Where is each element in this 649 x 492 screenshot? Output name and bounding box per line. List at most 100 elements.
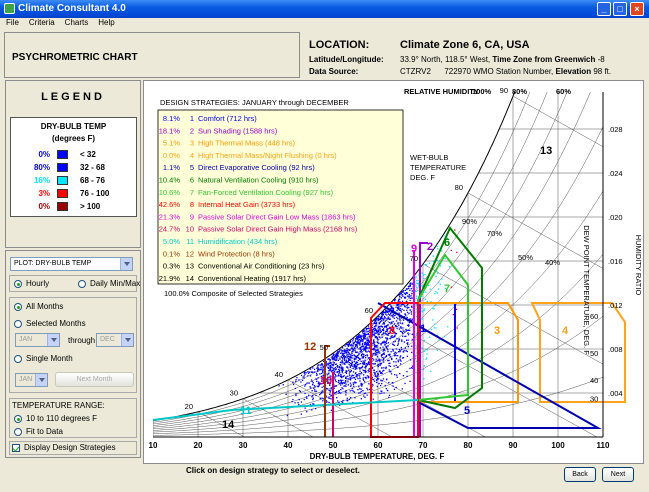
menu-item[interactable]: Charts <box>64 18 89 27</box>
strategy-row[interactable]: 10.6% 7 Fan-Forced Ventilation Cooling (92… <box>159 188 334 197</box>
hour-point <box>377 378 379 380</box>
hour-point <box>327 378 329 380</box>
hour-point <box>351 377 353 379</box>
hour-point <box>325 387 328 390</box>
selected-months-radio[interactable] <box>14 320 22 328</box>
hour-point <box>428 284 430 287</box>
hour-point <box>364 365 367 368</box>
all-months-radio[interactable] <box>14 303 22 311</box>
strategy-name: Wind Protection (8 hrs) <box>198 249 275 258</box>
hour-point <box>382 370 384 372</box>
hour-point <box>363 329 365 331</box>
hour-point <box>349 371 351 373</box>
to-month-dropdown[interactable]: DEC <box>96 333 134 347</box>
dp-axis-label: DEW POINT TEMPERATURE, DEG. F <box>582 225 591 355</box>
strategy-row[interactable]: 24.7% 10 Passive Solar Direct Gain High Ma… <box>159 225 358 234</box>
tz: -8 <box>597 55 605 64</box>
hour-point <box>386 329 388 331</box>
fit-radio[interactable] <box>14 428 22 436</box>
range-radio[interactable] <box>14 415 22 423</box>
hour-point <box>363 374 365 376</box>
strategy-pct: 0.0% <box>163 151 180 160</box>
strategy-row[interactable]: 5.1% 3 High Thermal Mass (448 hrs) <box>163 139 296 148</box>
hour-point <box>345 385 347 387</box>
strategy-row[interactable]: 0.3% 13 Conventional Air Conditioning (23 … <box>163 262 325 271</box>
maximize-button[interactable]: □ <box>613 2 627 16</box>
strategy-row[interactable]: 1.1% 5 Direct Evaporative Cooling (92 hrs) <box>163 163 315 172</box>
hour-point <box>352 338 354 340</box>
hour-point <box>404 313 406 315</box>
hour-point <box>409 283 411 285</box>
hour-point <box>373 352 375 354</box>
hour-point <box>399 358 401 360</box>
strategy-row[interactable]: 10.4% 6 Natural Ventilation Cooling (910 h… <box>159 176 319 185</box>
hour-point <box>380 363 383 365</box>
hour-point <box>349 376 351 379</box>
hour-point <box>404 335 406 338</box>
hour-point <box>456 327 458 329</box>
hour-point <box>362 348 364 350</box>
hour-point <box>401 291 403 293</box>
hour-point <box>318 382 320 384</box>
strategy-row[interactable]: 0.0% 4 High Thermal Mass/Night Flushing (0… <box>163 151 337 160</box>
hour-point <box>344 381 347 383</box>
month-dropdown[interactable]: JAN <box>15 373 48 387</box>
hour-point <box>295 379 297 381</box>
hour-point <box>344 385 346 387</box>
from-month-dropdown[interactable]: JAN <box>15 333 60 347</box>
hour-point <box>384 311 387 313</box>
next-month-button[interactable]: Next Month <box>55 372 134 387</box>
hour-point <box>410 282 412 284</box>
strategy-row[interactable]: 0.1% 12 Wind Protection (8 hrs) <box>163 249 275 258</box>
hour-point <box>437 272 439 274</box>
back-button[interactable]: Back <box>564 467 596 482</box>
hour-point <box>403 349 405 352</box>
strategy-row[interactable]: 5.0% 11 Humidification (434 hrs) <box>163 237 278 246</box>
hourly-radio[interactable] <box>14 280 22 288</box>
plot-dropdown[interactable]: PLOT: DRY-BULB TEMP <box>10 257 133 271</box>
strategy-row[interactable]: 8.1% 1 Comfort (712 hrs) <box>163 114 257 123</box>
hour-point <box>387 349 389 351</box>
hour-point <box>389 314 391 316</box>
hour-point <box>399 330 402 332</box>
hour-point <box>340 384 342 386</box>
hour-point <box>338 390 340 392</box>
hour-point <box>409 285 411 288</box>
next-button[interactable]: Next <box>602 467 634 482</box>
hour-point <box>320 366 322 368</box>
minimize-button[interactable]: _ <box>597 2 611 16</box>
strategy-row[interactable]: 21.9% 14 Conventional Heating (1917 hrs) <box>159 274 307 283</box>
close-button[interactable]: × <box>630 2 644 16</box>
hour-point <box>294 387 297 390</box>
menu-item[interactable]: File <box>6 18 19 27</box>
hour-point <box>353 343 355 345</box>
hour-point <box>360 371 363 374</box>
hour-point <box>365 357 367 359</box>
wb-tick-label: 30 <box>230 389 238 398</box>
hour-point <box>360 351 362 353</box>
strategy-row[interactable]: 18.1% 2 Sun Shading (1588 hrs) <box>159 126 278 135</box>
menu-item[interactable]: Help <box>98 18 115 27</box>
hour-point <box>336 356 338 358</box>
hour-point <box>378 382 380 385</box>
menu-item[interactable]: Criteria <box>28 18 55 27</box>
hour-point <box>449 266 451 268</box>
hour-point <box>400 326 402 328</box>
hr-tick-label: .020 <box>608 213 623 222</box>
hour-point <box>360 349 362 351</box>
single-month-radio[interactable] <box>14 355 22 363</box>
hour-point <box>353 358 355 360</box>
hour-point <box>391 357 393 359</box>
display-checkbox[interactable] <box>12 444 20 452</box>
strategy-row[interactable]: 42.6% 8 Internal Heat Gain (3733 hrs) <box>159 200 296 209</box>
hour-point <box>334 366 336 369</box>
hour-point <box>394 374 396 376</box>
hour-point <box>400 297 402 299</box>
strategy-row[interactable]: 21.3% 9 Passive Solar Direct Gain Low Mass… <box>159 212 356 221</box>
strategy-list-box[interactable] <box>157 109 404 285</box>
daily-radio[interactable] <box>78 280 86 288</box>
hour-point <box>396 374 398 376</box>
hour-point <box>341 383 343 385</box>
hour-point <box>292 383 295 386</box>
hour-point <box>332 364 334 366</box>
